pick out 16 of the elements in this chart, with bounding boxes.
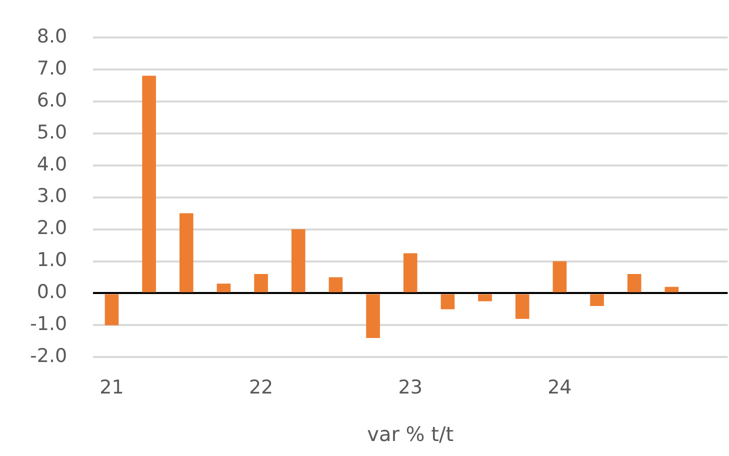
- x-tick-label: 21: [100, 376, 124, 399]
- x-axis-title: var % t/t: [367, 422, 454, 446]
- y-tick-label: 1.0: [36, 249, 68, 272]
- y-tick-label: 8.0: [36, 25, 68, 48]
- x-tick-label: 22: [248, 376, 274, 399]
- y-tick-label: 6.0: [36, 89, 68, 112]
- y-tick-label: 0.0: [36, 281, 68, 304]
- x-tick-label: 23: [398, 376, 422, 399]
- y-tick-label: 5.0: [36, 121, 68, 144]
- y-tick-label: 7.0: [36, 57, 68, 80]
- y-tick-label: 3.0: [36, 185, 68, 208]
- x-tick-label: 24: [548, 376, 572, 399]
- y-tick-label: -2.0: [30, 345, 68, 368]
- y-tick-label: 4.0: [36, 153, 68, 176]
- y-tick-label: 2.0: [36, 217, 68, 240]
- y-tick-label: -1.0: [30, 313, 68, 336]
